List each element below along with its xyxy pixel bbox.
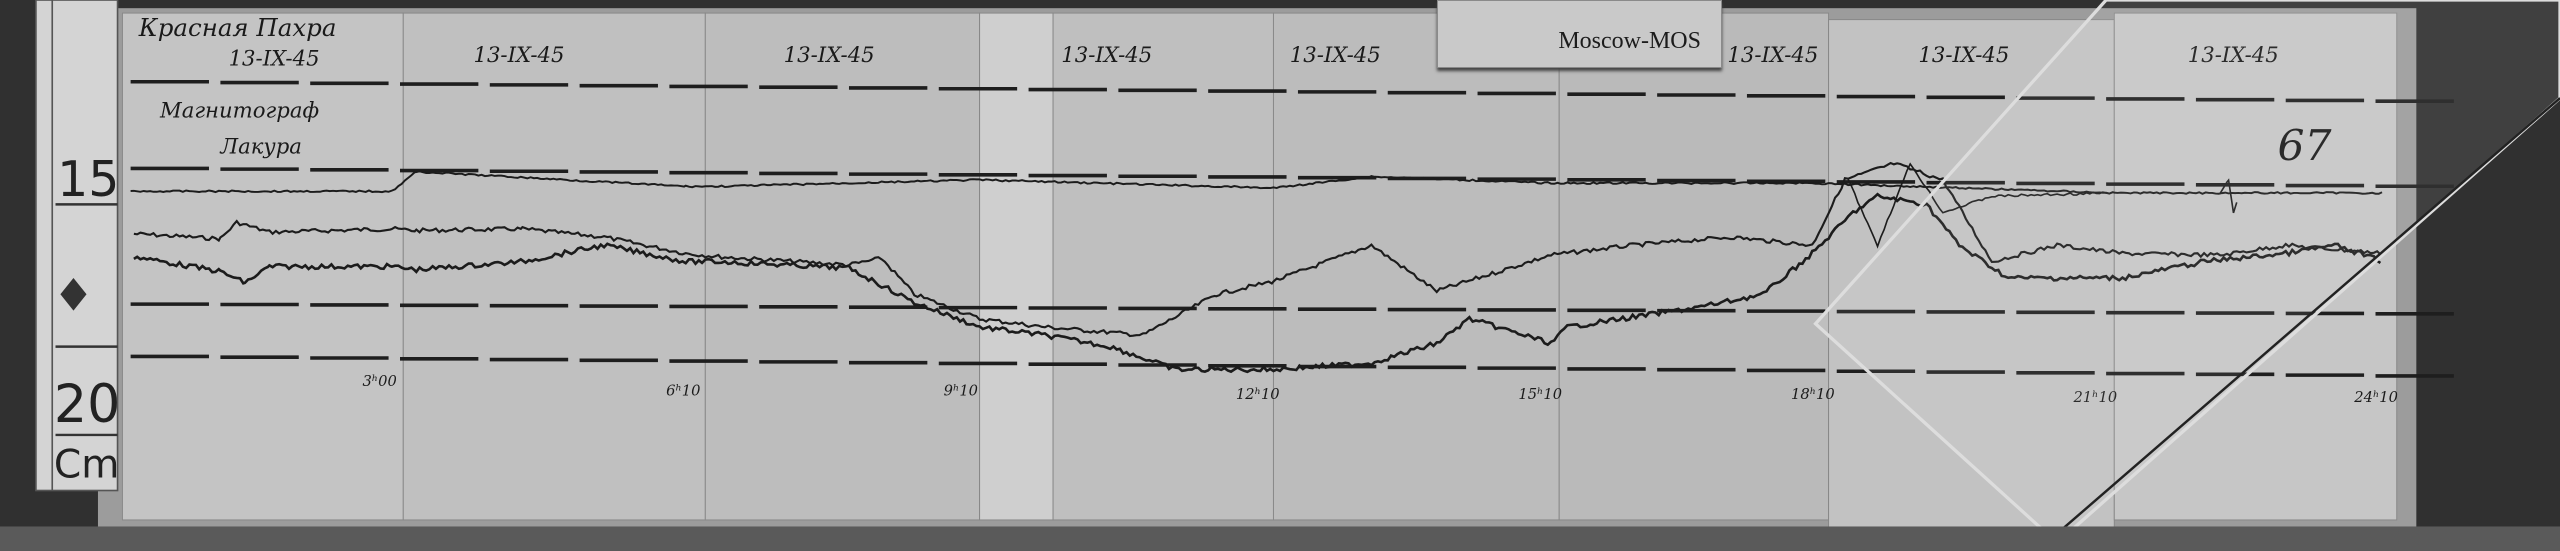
strip-date: 13-IX-45: [784, 43, 875, 68]
paper-strip: [1558, 12, 1830, 521]
strip-date: 13-IX-45: [2188, 43, 2279, 68]
time-mark: 12ʰ10: [1236, 386, 1280, 403]
annotation-number: 67: [2278, 122, 2332, 171]
time-mark: 18ʰ10: [1791, 386, 1835, 403]
instrument-title: Магнитограф: [159, 99, 319, 124]
magnetogram-trace: [133, 161, 2382, 338]
strip-date: 13-IX-45: [473, 43, 564, 68]
ruler-mark-15: 15: [57, 151, 119, 208]
time-mark: 24ʰ10: [2353, 389, 2398, 406]
catalog-label-text: Moscow-MOS: [1558, 28, 1701, 54]
paper-strip: [121, 12, 404, 521]
paper-strip: [1052, 12, 1274, 521]
strip-date: 13-IX-45: [1290, 43, 1381, 68]
plastic-sheet: [1813, 0, 2560, 546]
time-mark: 9ʰ10: [944, 383, 978, 400]
magnetogram-trace: [133, 192, 2382, 374]
strip-date: 13-IX-45: [1918, 43, 2009, 68]
ruler-unit: Cm: [54, 442, 120, 487]
time-mark: 6ʰ10: [666, 383, 700, 400]
instrument-subtitle: Лакура: [219, 135, 302, 160]
magnetogram-trace: [1847, 162, 2113, 249]
diamond-icon: [60, 277, 87, 311]
magnetogram-trace: [130, 170, 2383, 195]
ruler: 15 20 Cm: [35, 0, 120, 492]
strip-date: 13-IX-45: [229, 46, 320, 71]
traces: 13-IX-45 13-IX-45 13-IX-45 13-IX-45 13-IX-45…: [130, 43, 2454, 406]
ruler-mark-20: 20: [54, 374, 120, 435]
time-mark: 15ʰ10: [1518, 386, 1562, 403]
bottom-frame: [0, 526, 2560, 551]
strip-date: 13-IX-45: [1061, 43, 1152, 68]
station-name: Красная Пахра: [138, 13, 337, 42]
paper-strip: [979, 12, 1054, 521]
strip-date: 13-IX-45: [1727, 43, 1818, 68]
catalog-label: Moscow-MOS: [1437, 0, 1722, 68]
time-mark: 3ʰ00: [362, 373, 396, 390]
time-mark: 21ʰ10: [2072, 389, 2117, 406]
magnetogram-trace: [2219, 178, 2238, 214]
